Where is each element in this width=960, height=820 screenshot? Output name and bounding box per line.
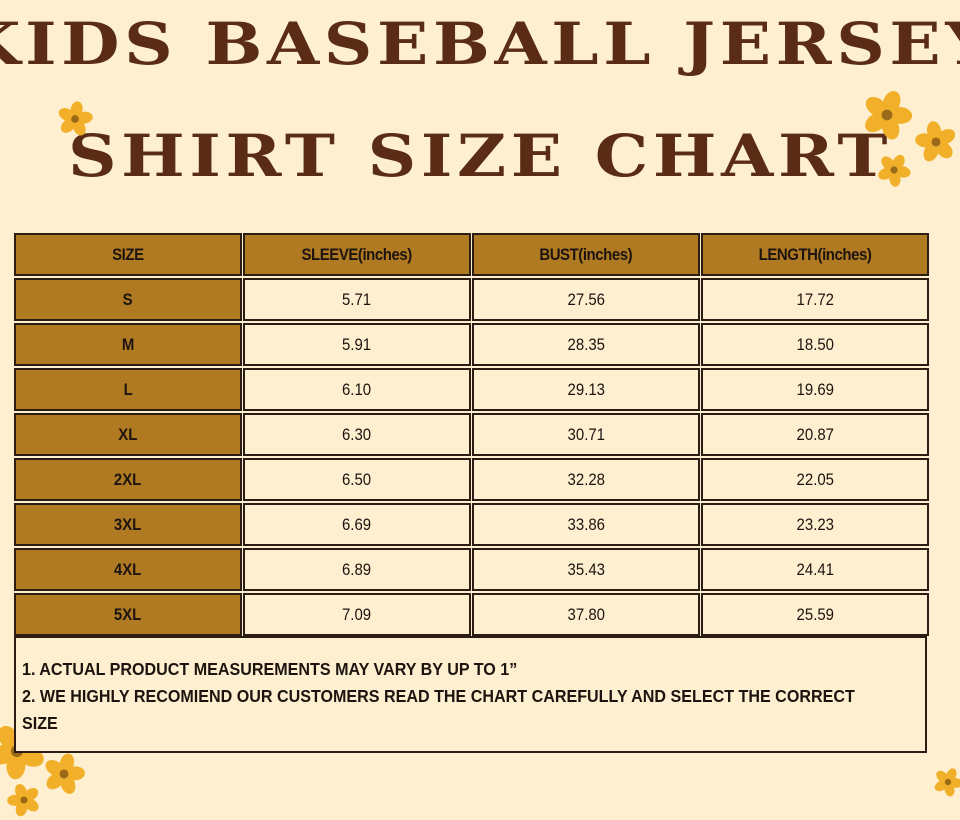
note-line-3: SIZE xyxy=(22,713,58,733)
length-value: 22.05 xyxy=(701,458,929,501)
size-label: 4XL xyxy=(14,548,242,591)
page-title-line-1: KIDS BASEBALL JERSEY xyxy=(0,10,960,78)
note-line-2: 2. WE HIGHLY RECOMIEND OUR CUSTOMERS REA… xyxy=(22,686,855,706)
sleeve-value: 6.89 xyxy=(243,548,471,591)
flower-icon xyxy=(856,84,918,146)
sleeve-value: 7.09 xyxy=(243,593,471,636)
sleeve-value: 6.10 xyxy=(243,368,471,411)
bust-value: 37.80 xyxy=(472,593,700,636)
length-value: 18.50 xyxy=(701,323,929,366)
size-label: 5XL xyxy=(14,593,242,636)
sleeve-value: 5.91 xyxy=(243,323,471,366)
size-label: L xyxy=(14,368,242,411)
column-header-bust: BUST(inches) xyxy=(472,233,700,276)
notes-box: 1. ACTUAL PRODUCT MEASUREMENTS MAY VARY … xyxy=(14,636,927,753)
bust-value: 30.71 xyxy=(472,413,700,456)
size-label: M xyxy=(14,323,242,366)
flower-icon xyxy=(4,780,44,820)
bust-value: 33.86 xyxy=(472,503,700,546)
column-header-size: SIZE xyxy=(14,233,242,276)
bust-value: 35.43 xyxy=(472,548,700,591)
column-header-length: LENGTH(inches) xyxy=(701,233,929,276)
length-value: 20.87 xyxy=(701,413,929,456)
bust-value: 29.13 xyxy=(472,368,700,411)
flower-icon xyxy=(930,764,960,800)
flower-icon xyxy=(53,98,97,140)
page-title-line-2: SHIRT SIZE CHART xyxy=(67,122,893,190)
length-value: 17.72 xyxy=(701,278,929,321)
bust-value: 32.28 xyxy=(472,458,700,501)
sleeve-value: 6.30 xyxy=(243,413,471,456)
sleeve-value: 6.69 xyxy=(243,503,471,546)
flower-icon xyxy=(910,117,960,167)
sleeve-value: 5.71 xyxy=(243,278,471,321)
flower-icon xyxy=(872,148,916,192)
length-value: 23.23 xyxy=(701,503,929,546)
length-value: 24.41 xyxy=(701,548,929,591)
size-label: 3XL xyxy=(14,503,242,546)
bust-value: 28.35 xyxy=(472,323,700,366)
size-label: XL xyxy=(14,413,242,456)
column-header-sleeve: SLEEVE(inches) xyxy=(243,233,471,276)
length-value: 19.69 xyxy=(701,368,929,411)
length-value: 25.59 xyxy=(701,593,929,636)
size-label: S xyxy=(14,278,242,321)
sleeve-value: 6.50 xyxy=(243,458,471,501)
flower-icon xyxy=(38,748,90,800)
size-chart-table: SIZE SLEEVE(inches) BUST(inches) LENGTH(… xyxy=(14,233,929,636)
size-label: 2XL xyxy=(14,458,242,501)
bust-value: 27.56 xyxy=(472,278,700,321)
note-line-1: 1. ACTUAL PRODUCT MEASUREMENTS MAY VARY … xyxy=(22,659,518,679)
